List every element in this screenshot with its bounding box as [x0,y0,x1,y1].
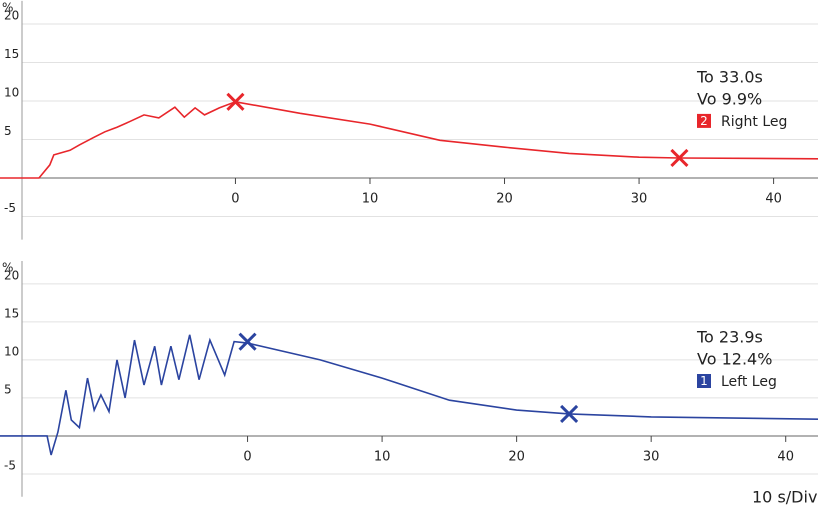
cursor-marker [226,92,245,111]
y-tick-label: -5 [4,201,16,215]
y-tick-label: 10 [4,86,19,100]
x-tick-label: 30 [631,192,648,207]
x-tick-label: 40 [777,449,794,464]
y-tick-label: 5 [4,124,12,138]
cursor-marker [238,332,257,351]
x-tick-label: 20 [508,449,525,464]
x-tick-label: 20 [496,192,513,207]
y-tick-label: 15 [4,47,19,61]
y-axis-label: % [2,0,13,14]
y-tick-label: -5 [4,458,16,472]
time-scale: 10 s/Div [752,488,817,505]
channel-number: 2 [700,114,708,128]
y-tick-label: 10 [4,344,19,358]
x-tick-label: 10 [362,192,379,207]
x-tick-label: 0 [231,192,239,207]
y-axis-label: % [2,261,13,275]
cursor-marker [670,148,689,168]
x-tick-label: 40 [765,192,782,207]
x-tick-label: 30 [643,449,660,464]
readout: To 23.9s [696,328,763,347]
data-line [0,100,818,179]
x-tick-label: 10 [374,449,391,464]
cursor-marker [560,404,579,423]
y-tick-label: 20 [4,9,19,23]
data-line [0,334,818,456]
x-tick-label: 0 [243,449,251,464]
legend-label: Right Leg [721,114,787,130]
readout: Vo 12.4% [697,350,772,369]
readout: To 33.0s [696,67,763,86]
y-tick-label: 5 [4,382,12,396]
y-tick-label: 15 [4,306,19,320]
channel-number: 1 [700,374,708,388]
channel-badge [697,113,711,128]
readout: Vo 9.9% [697,89,762,108]
y-tick-label: 20 [4,268,19,282]
channel-badge [697,374,711,388]
legend-label: Left Leg [721,374,777,390]
